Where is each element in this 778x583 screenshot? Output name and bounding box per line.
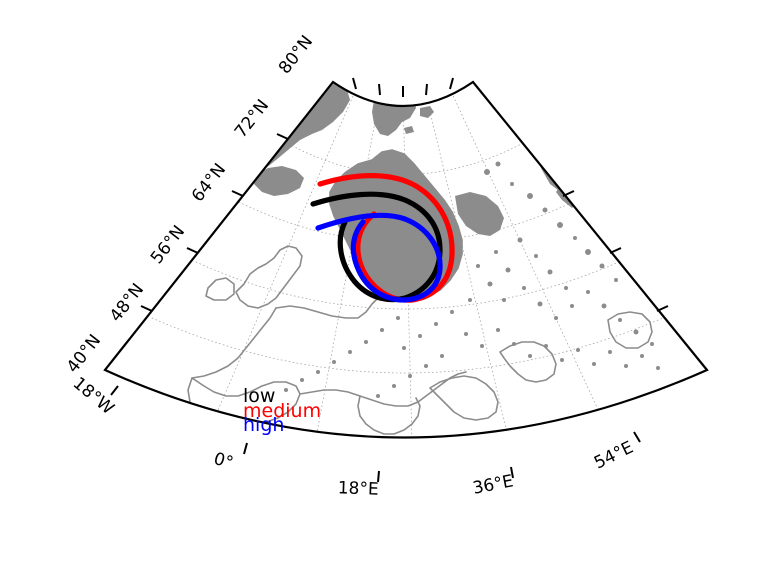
coast-kola — [455, 192, 504, 236]
lat-label-56N: 56°N — [147, 222, 189, 268]
legend-label-medium: medium — [243, 400, 321, 422]
meridian-45E — [496, 91, 707, 331]
tick-bottom-18E — [377, 470, 380, 483]
lat-label-40N: 40°N — [63, 331, 105, 377]
lat-label-80N: 80°N — [275, 32, 317, 78]
coast-aral — [607, 311, 653, 349]
tick-right-1 — [562, 190, 575, 197]
coast-black-sea — [429, 375, 499, 421]
coast-svalbard-small — [404, 126, 414, 134]
coast-france-atlantic — [191, 307, 277, 379]
map-frame — [103, 77, 709, 483]
tick-right-3 — [656, 305, 669, 312]
lat-label-64N: 64°N — [188, 160, 230, 206]
coast-north-sea — [275, 297, 379, 319]
axis-labels: 80°N 72°N 64°N 56°N 48°N 40°N 18°W 0° 18… — [63, 32, 637, 500]
coast-italy — [357, 395, 421, 435]
lon-label-0: 0° — [211, 449, 235, 474]
coast-svalbard-east — [420, 106, 434, 118]
lat-label-48N: 48°N — [106, 280, 148, 326]
legend-label-low: low — [243, 385, 275, 407]
frame-border — [103, 80, 709, 439]
tick-left-56N — [186, 247, 199, 254]
tick-bottom-0 — [243, 442, 248, 455]
tick-top-1 — [352, 77, 357, 90]
lon-label-54E: 54°E — [591, 438, 637, 474]
tick-bottom-18W — [110, 385, 119, 396]
parallel-56N — [195, 261, 620, 310]
parallel-48N — [151, 317, 664, 374]
trajectory-group — [310, 173, 455, 303]
lon-label-18E: 18°E — [337, 478, 379, 499]
meridian-18E — [425, 94, 517, 438]
tick-top-4 — [425, 83, 428, 96]
tick-left-64N — [231, 190, 244, 197]
meridian-27E — [449, 88, 613, 438]
legend: low medium high — [243, 385, 321, 436]
meridian-9W — [205, 88, 357, 438]
tick-top-5 — [449, 77, 454, 90]
trajectory-high — [315, 212, 443, 303]
lon-label-36E: 36°E — [471, 471, 515, 498]
coast-novaya-zemlya — [512, 104, 562, 190]
coast-great-britain — [235, 245, 303, 309]
tick-top-2 — [378, 83, 381, 96]
coast-caspian — [499, 341, 557, 383]
tick-bottom-54E — [633, 431, 641, 443]
tick-left-72N — [276, 133, 289, 140]
legend-label-high: high — [243, 414, 284, 436]
lat-label-72N: 72°N — [231, 96, 273, 142]
tick-right-2 — [609, 247, 622, 254]
coast-mediterranean-north — [299, 371, 467, 407]
meridian-27W — [105, 91, 311, 331]
trajectory-low — [310, 191, 443, 303]
tick-bottom-36E — [510, 466, 514, 479]
coast-iceland — [254, 166, 304, 196]
lon-label-18W: 18°W — [69, 373, 118, 419]
trajectory-medium — [317, 173, 455, 303]
tick-left-48N — [140, 305, 153, 312]
coast-ireland — [205, 277, 235, 301]
